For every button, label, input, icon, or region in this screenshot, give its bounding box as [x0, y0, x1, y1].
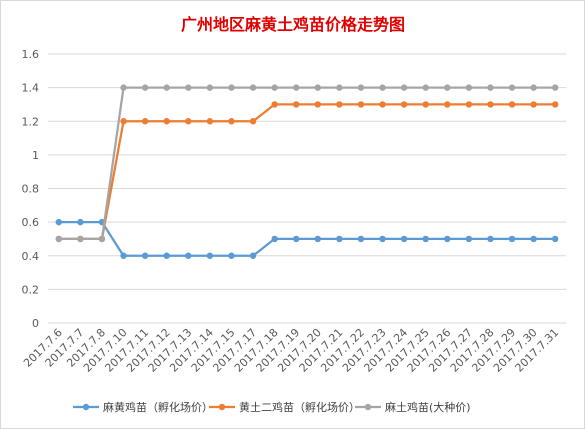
data-point — [185, 118, 192, 125]
data-point — [141, 252, 149, 259]
y-tick-label: 0.4 — [22, 250, 40, 263]
data-point — [487, 84, 494, 91]
series-line-3 — [58, 86, 556, 241]
data-point — [379, 101, 386, 108]
data-point — [314, 235, 321, 243]
y-tick-label: 0.8 — [22, 183, 40, 196]
data-point — [228, 252, 235, 259]
data-point — [77, 218, 84, 226]
data-point — [98, 235, 106, 243]
data-point — [293, 101, 300, 108]
data-point — [336, 101, 343, 108]
data-point — [206, 118, 214, 125]
data-point — [228, 84, 235, 91]
data-point — [120, 118, 127, 125]
y-tick-label: 0.2 — [22, 283, 40, 296]
data-point — [444, 101, 451, 108]
data-point — [55, 235, 62, 243]
data-point — [228, 118, 235, 125]
legend-swatch-marker — [82, 403, 90, 411]
data-point — [336, 84, 343, 91]
x-axis: 2017.7.62017.7.72017.7.82017.7.102017.7.… — [21, 326, 561, 375]
data-point — [444, 84, 451, 91]
series-line-1 — [58, 220, 556, 257]
series-group — [55, 84, 559, 259]
data-point — [465, 235, 473, 243]
y-tick-label: 1.2 — [22, 115, 40, 128]
data-point — [206, 252, 214, 259]
data-point — [271, 84, 278, 91]
data-point — [422, 101, 429, 108]
data-point — [314, 101, 321, 108]
data-point — [400, 84, 408, 91]
data-point — [293, 235, 300, 243]
y-tick-label: 0.6 — [22, 216, 40, 229]
data-point — [552, 101, 559, 108]
data-point — [422, 84, 429, 91]
data-point — [206, 84, 214, 91]
data-point — [185, 252, 192, 259]
data-point — [379, 235, 386, 243]
chart-title: 广州地区麻黄土鸡苗价格走势图 — [181, 15, 405, 34]
data-point — [55, 218, 62, 226]
data-point — [336, 235, 343, 243]
data-point — [487, 101, 494, 108]
data-point — [163, 84, 170, 91]
legend-label: 麻土鸡苗(大种价) — [385, 400, 471, 414]
series-line-2 — [58, 103, 556, 241]
data-point — [552, 235, 559, 243]
legend-label: 麻黄鸡苗（孵化场价） — [103, 400, 213, 414]
data-point — [465, 84, 473, 91]
data-point — [508, 101, 516, 108]
data-point — [185, 84, 192, 91]
data-point — [249, 118, 257, 125]
data-point — [249, 252, 257, 259]
y-tick-label: 0 — [32, 317, 39, 330]
data-point — [444, 235, 451, 243]
data-point — [422, 235, 429, 243]
data-point — [141, 118, 149, 125]
data-point — [487, 235, 494, 243]
data-point — [141, 84, 149, 91]
data-point — [120, 252, 127, 259]
data-point — [271, 235, 278, 243]
legend-swatch-marker — [218, 403, 226, 411]
data-point — [163, 252, 170, 259]
y-tick-label: 1 — [32, 149, 39, 162]
data-point — [552, 84, 559, 91]
data-point — [530, 84, 537, 91]
data-point — [314, 84, 321, 91]
data-point — [357, 235, 365, 243]
data-point — [465, 101, 473, 108]
legend-swatch-marker — [364, 403, 372, 411]
data-point — [379, 84, 386, 91]
legend-label: 黄土二鸡苗（孵化场价） — [239, 400, 360, 414]
data-point — [400, 101, 408, 108]
data-point — [77, 235, 84, 243]
data-point — [293, 84, 300, 91]
data-point — [357, 101, 365, 108]
data-point — [508, 235, 516, 243]
y-tick-label: 1.6 — [22, 48, 40, 61]
data-point — [271, 101, 278, 108]
data-point — [357, 84, 365, 91]
data-point — [249, 84, 257, 91]
data-point — [400, 235, 408, 243]
gridlines — [48, 53, 566, 324]
y-tick-label: 1.4 — [22, 82, 40, 95]
data-point — [508, 84, 516, 91]
legend: 麻黄鸡苗（孵化场价） 黄土二鸡苗（孵化场价） 麻土鸡苗(大种价) — [73, 400, 471, 414]
y-axis: 0 0.2 0.4 0.6 0.8 1 1.2 1.4 1.6 — [22, 48, 40, 330]
data-point — [530, 101, 537, 108]
data-point — [120, 84, 127, 91]
data-point — [163, 118, 170, 125]
data-point — [530, 235, 537, 243]
